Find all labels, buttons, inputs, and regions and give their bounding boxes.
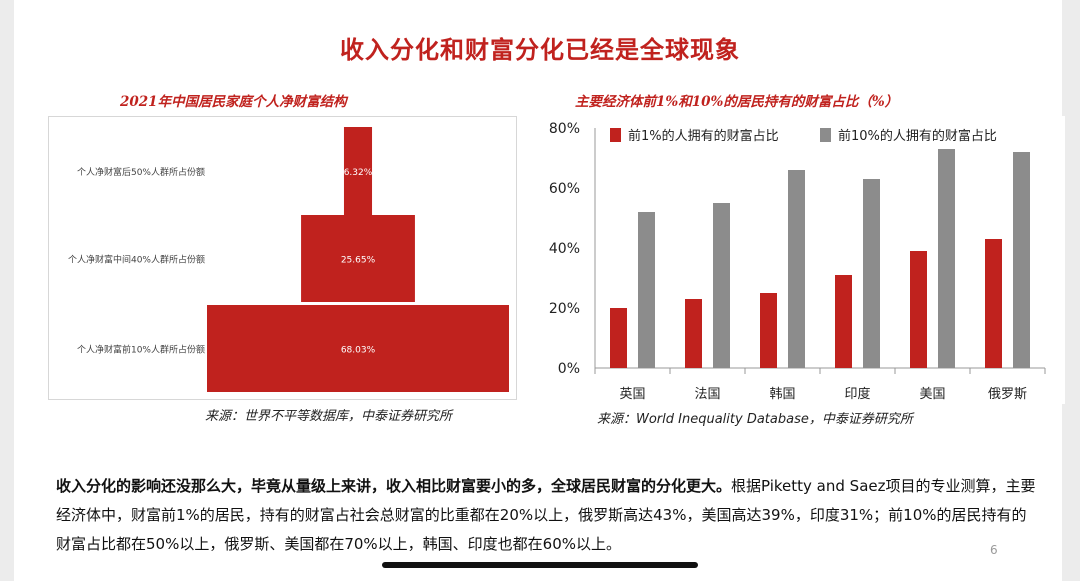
bar-top10-5 [938,149,955,368]
legend-swatch-1 [610,128,621,142]
legend-label-1: 前1%的人拥有的财富占比 [628,128,779,144]
y-tick-label: 80% [549,121,580,137]
right-chart-title: 主要经济体前1%和10%的居民持有的财富占比（%） [575,94,899,110]
pyramid-bar-3 [207,305,509,392]
pyramid-bar-label-3: 68.03% [341,346,376,356]
y-tick-label: 20% [549,301,580,317]
page-title: 收入分化和财富分化已经是全球现象 [340,36,740,64]
pyramid-bar-label-2: 25.65% [341,256,376,266]
summary-body: 根据Piketty and Saez项目的专业测算，主要经济体中，财富前1%的居… [56,477,1036,553]
x-category-label: 美国 [919,387,945,402]
pyramid-bar-2 [301,215,415,302]
y-tick-label: 40% [549,241,580,257]
legend-swatch-2 [820,128,831,142]
home-indicator-bar[interactable] [382,562,698,568]
pyramid-bar-1 [343,127,373,215]
y-tick-label: 0% [558,361,580,377]
left-chart-title: 2021年中国居民家庭个人净财富结构 [120,94,347,110]
bar-top1-4 [835,275,852,368]
right-chart-frame: 0% 20% 40% 60% 80% 英国 法国 韩国 印度 美国 俄罗斯 前1%的人拥有的财富占比 前… [540,116,1065,404]
y-tick-label: 60% [549,181,580,197]
bar-top10-4 [863,179,880,368]
page-number: 6 [990,543,998,557]
left-chart-frame: 6.32% 个人净财富后50%人群所占份额 25.65% 个人净财富中间40%人群所占… [48,116,517,400]
wealth-structure-chart: 6.32% 个人净财富后50%人群所占份额 25.65% 个人净财富中间40%人群所占… [68,127,509,392]
x-category-label: 韩国 [769,387,795,402]
summary-paragraph: 收入分化的影响还没那么大，毕竟从量级上来讲，收入相比财富要小的多，全球居民财富的… [56,472,1036,559]
pyramid-category-label-3: 个人净财富前10%人群所占份额 [77,344,205,356]
bar-top1-5 [910,251,927,368]
pyramid-category-label-1: 个人净财富后50%人群所占份额 [77,166,205,178]
bar-top1-6 [985,239,1002,368]
pyramid-bar-label-1: 6.32% [344,168,373,178]
left-chart-source: 来源：世界不平等数据库，中泰证券研究所 [205,409,453,424]
pyramid-category-label-2: 个人净财富中间40%人群所占份额 [68,254,205,266]
x-category-label: 英国 [619,387,645,402]
bar-top1-1 [610,308,627,368]
wealth-share-chart: 0% 20% 40% 60% 80% 英国 法国 韩国 印度 美国 俄罗斯 前1%的人拥有的财富占比 前… [549,121,1046,402]
right-edge [1062,0,1080,581]
left-edge [0,0,14,581]
x-category-label: 印度 [844,386,870,402]
bar-top10-1 [638,212,655,368]
x-category-label: 法国 [694,387,720,402]
x-category-label: 俄罗斯 [988,387,1027,402]
bar-top10-3 [788,170,805,368]
legend-label-2: 前10%的人拥有的财富占比 [838,128,997,144]
summary-lead: 收入分化的影响还没那么大，毕竟从量级上来讲，收入相比财富要小的多，全球居民财富的… [56,477,732,495]
bar-top10-2 [713,203,730,368]
bar-top1-3 [760,293,777,368]
bar-top10-6 [1013,152,1030,368]
bar-top1-2 [685,299,702,368]
right-chart-source: 来源：World Inequality Database，中泰证券研究所 [597,412,913,427]
